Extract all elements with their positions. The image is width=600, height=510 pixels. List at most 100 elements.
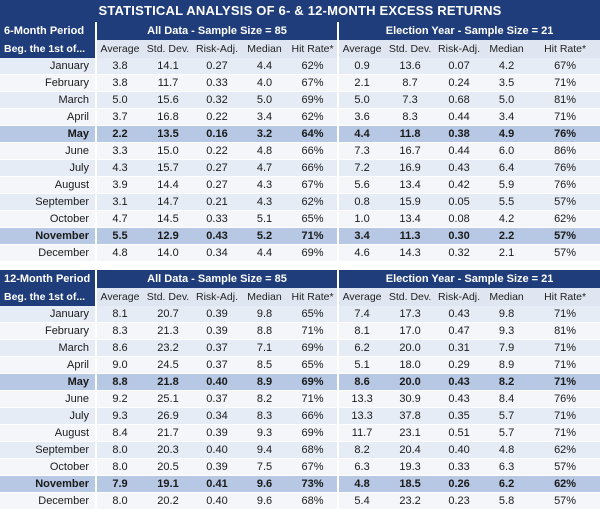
election-cell: 20.0 [385, 339, 436, 357]
month-label: April [0, 356, 96, 374]
all-data-cell: 20.7 [143, 306, 193, 323]
election-cell: 0.9 [337, 58, 386, 75]
table-row: May 2.2 13.5 0.16 3.2 64% 4.4 11.8 0.38 4.9 76% [0, 125, 600, 143]
section-gap [0, 262, 600, 270]
election-cell: 76% [530, 125, 600, 143]
election-cell: 13.4 [385, 210, 436, 228]
all-data-cell: 0.22 [193, 142, 241, 160]
month-label: June [0, 142, 96, 160]
table-row: August 8.4 21.7 0.39 9.3 69% 11.7 23.1 0.51 5.7 71… [0, 424, 600, 442]
election-cell: 0.26 [435, 475, 484, 493]
election-cell: 2.2 [483, 227, 531, 245]
all-data-cell: 12.9 [143, 227, 193, 245]
election-cell: 11.7 [337, 424, 386, 442]
election-cell: 17.3 [385, 306, 436, 323]
all-data-cell: 5.1 [241, 210, 288, 228]
election-cell: 5.7 [483, 407, 531, 425]
election-cell: 0.43 [435, 390, 484, 408]
table-row: October 4.7 14.5 0.33 5.1 65% 1.0 13.4 0.08 4.2 62… [0, 210, 600, 228]
all-data-cell: 0.37 [193, 356, 241, 374]
all-data-cell: 5.5 [95, 227, 143, 245]
table-row: October 8.0 20.5 0.39 7.5 67% 6.3 19.3 0.33 6.3 57… [0, 458, 600, 476]
all-data-cell: 14.5 [143, 210, 193, 228]
all-data-cell: 20.5 [143, 458, 193, 476]
all-data-header: All Data - Sample Size = 85 [94, 270, 339, 288]
column-header: Median [241, 288, 288, 306]
month-label: September [0, 441, 96, 459]
period-label: 6-Month Period [0, 22, 96, 40]
election-cell: 62% [530, 210, 600, 228]
table-row: April 3.7 16.8 0.22 3.4 62% 3.6 8.3 0.44 3.4 71% [0, 108, 600, 126]
column-header: Risk-Adj. [193, 40, 241, 58]
election-cell: 8.1 [337, 322, 386, 340]
column-header: Risk-Adj. [193, 288, 241, 306]
election-cell: 57% [530, 193, 600, 211]
election-cell: 71% [530, 108, 600, 126]
all-data-cell: 13.5 [143, 125, 193, 143]
election-cell: 20.4 [385, 441, 436, 459]
all-data-cell: 8.8 [95, 373, 143, 391]
all-data-cell: 69% [288, 244, 339, 262]
election-cell: 16.7 [385, 142, 436, 160]
election-cell: 6.3 [337, 458, 386, 476]
election-cell: 4.8 [337, 475, 386, 493]
month-label: August [0, 176, 96, 194]
all-data-cell: 0.39 [193, 322, 241, 340]
election-cell: 18.0 [385, 356, 436, 374]
all-data-cell: 8.5 [241, 356, 288, 374]
election-cell: 7.9 [483, 339, 531, 357]
election-cell: 8.4 [483, 390, 531, 408]
table-row: July 4.3 15.7 0.27 4.7 66% 7.2 16.9 0.43 6.4 76% [0, 159, 600, 177]
all-data-cell: 8.3 [95, 322, 143, 340]
table-row: February 8.3 21.3 0.39 8.8 71% 8.1 17.0 0.47 9.3 8… [0, 322, 600, 340]
table-row: June 9.2 25.1 0.37 8.2 71% 13.3 30.9 0.43 8.4 76% [0, 390, 600, 408]
returns-table-6-month: 6-Month Period All Data - Sample Size = 8… [0, 22, 600, 262]
election-cell: 0.44 [435, 108, 484, 126]
election-cell: 8.9 [483, 356, 531, 374]
all-data-cell: 66% [288, 159, 339, 177]
tables-container: 6-Month Period All Data - Sample Size = 8… [0, 22, 600, 510]
all-data-cell: 26.9 [143, 407, 193, 425]
election-year-header: Election Year - Sample Size = 21 [337, 270, 600, 288]
election-cell: 0.47 [435, 322, 484, 340]
all-data-cell: 0.27 [193, 176, 241, 194]
all-data-cell: 0.39 [193, 458, 241, 476]
election-cell: 9.3 [483, 322, 531, 340]
all-data-cell: 14.0 [143, 244, 193, 262]
all-data-cell: 65% [288, 356, 339, 374]
month-label: August [0, 424, 96, 442]
all-data-cell: 0.39 [193, 306, 241, 323]
election-cell: 0.51 [435, 424, 484, 442]
column-header: Median [483, 40, 531, 58]
election-cell: 8.6 [337, 373, 386, 391]
table-row: August 3.9 14.4 0.27 4.3 67% 5.6 13.4 0.42 5.9 76% [0, 176, 600, 194]
all-data-cell: 21.7 [143, 424, 193, 442]
all-data-cell: 67% [288, 74, 339, 92]
election-cell: 0.24 [435, 74, 484, 92]
all-data-cell: 8.3 [241, 407, 288, 425]
election-cell: 7.3 [337, 142, 386, 160]
all-data-cell: 71% [288, 227, 339, 245]
all-data-cell: 3.2 [241, 125, 288, 143]
all-data-cell: 4.3 [241, 176, 288, 194]
all-data-cell: 4.3 [95, 159, 143, 177]
all-data-cell: 0.41 [193, 475, 241, 493]
all-data-cell: 0.37 [193, 390, 241, 408]
election-cell: 57% [530, 244, 600, 262]
all-data-cell: 3.8 [95, 74, 143, 92]
election-cell: 14.3 [385, 244, 436, 262]
column-header: Risk-Adj. [435, 40, 484, 58]
election-cell: 6.4 [483, 159, 531, 177]
election-cell: 23.1 [385, 424, 436, 442]
election-cell: 11.8 [385, 125, 436, 143]
all-data-cell: 69% [288, 424, 339, 442]
all-data-cell: 14.4 [143, 176, 193, 194]
column-header: Average [337, 288, 386, 306]
election-cell: 13.3 [337, 407, 386, 425]
election-cell: 0.32 [435, 244, 484, 262]
period-sublabel: Beg. the 1st of... [0, 288, 96, 306]
month-label: May [0, 125, 96, 143]
all-data-cell: 69% [288, 373, 339, 391]
all-data-cell: 8.8 [241, 322, 288, 340]
column-header: Average [95, 288, 143, 306]
